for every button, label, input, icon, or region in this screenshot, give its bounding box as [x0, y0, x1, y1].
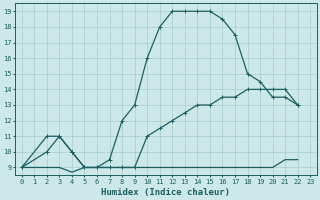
- X-axis label: Humidex (Indice chaleur): Humidex (Indice chaleur): [101, 188, 230, 197]
